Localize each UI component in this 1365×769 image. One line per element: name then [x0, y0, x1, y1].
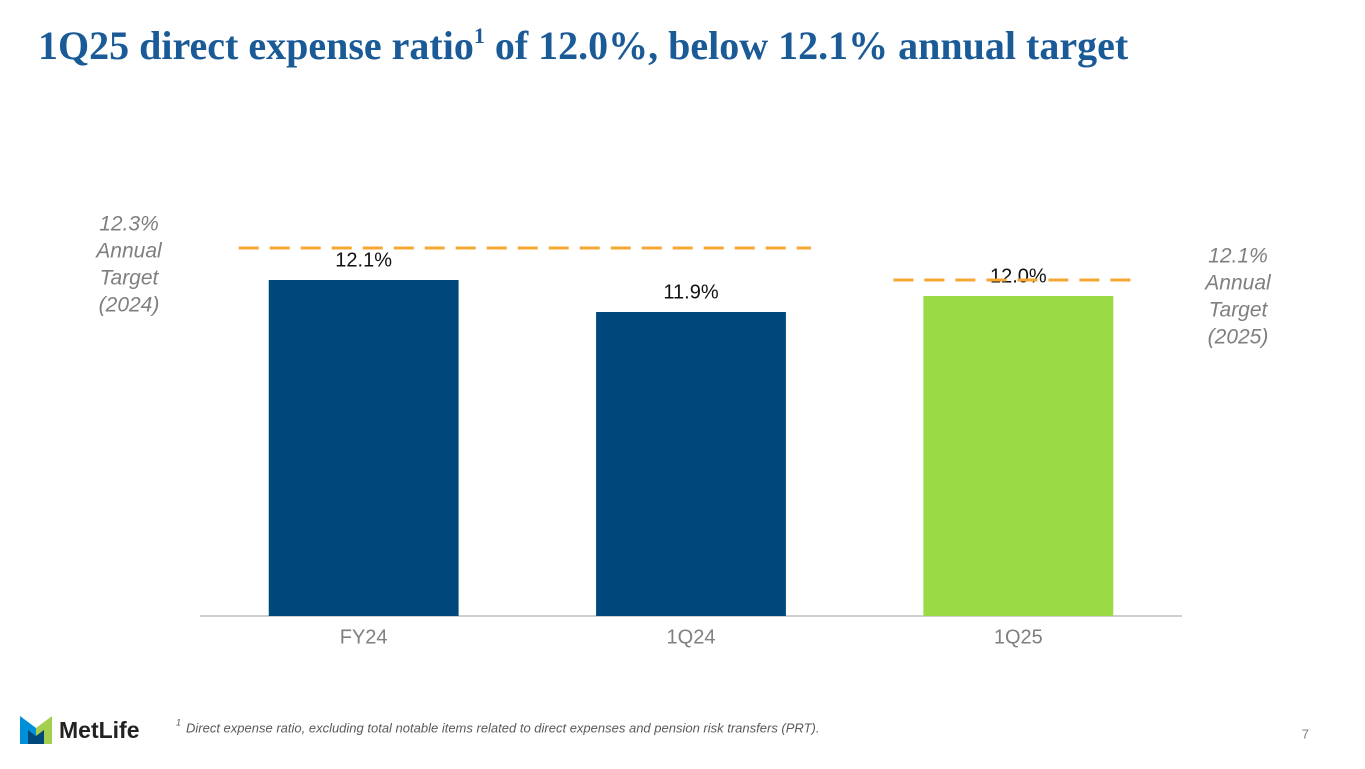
target-label: Annual: [1203, 272, 1272, 295]
footnote-mark: 1: [176, 717, 181, 727]
logo-text: MetLife: [59, 717, 140, 743]
value-label: 11.9%: [663, 281, 718, 303]
x-tick-label: 1Q25: [994, 626, 1043, 648]
target-label: Target: [100, 267, 160, 290]
target-label: Target: [1209, 299, 1269, 322]
footnote: Direct expense ratio, excluding total no…: [186, 720, 819, 735]
value-label: 12.1%: [335, 249, 392, 271]
value-label: 12.0%: [990, 265, 1047, 287]
logo: [20, 716, 52, 744]
page-number: 7: [1302, 726, 1309, 741]
bar: [923, 296, 1114, 616]
bar: [596, 312, 786, 616]
target-label: Annual: [94, 240, 163, 263]
target-label: (2024): [99, 294, 160, 317]
target-label: 12.3%: [99, 213, 159, 236]
x-tick-label: FY24: [340, 626, 388, 648]
title-text: 1Q25 direct expense ratio: [38, 23, 474, 68]
x-tick-label: 1Q24: [667, 626, 716, 648]
target-label: 12.1%: [1208, 245, 1268, 268]
bar: [268, 280, 459, 616]
logo-icon: [28, 730, 44, 744]
slide-title: 1Q25 direct expense ratio1 of 12.0%, bel…: [38, 22, 1128, 69]
title-note-mark: 1: [473, 23, 485, 48]
title-text: of 12.0%, below 12.1% annual target: [484, 23, 1129, 68]
target-label: (2025): [1208, 326, 1269, 349]
